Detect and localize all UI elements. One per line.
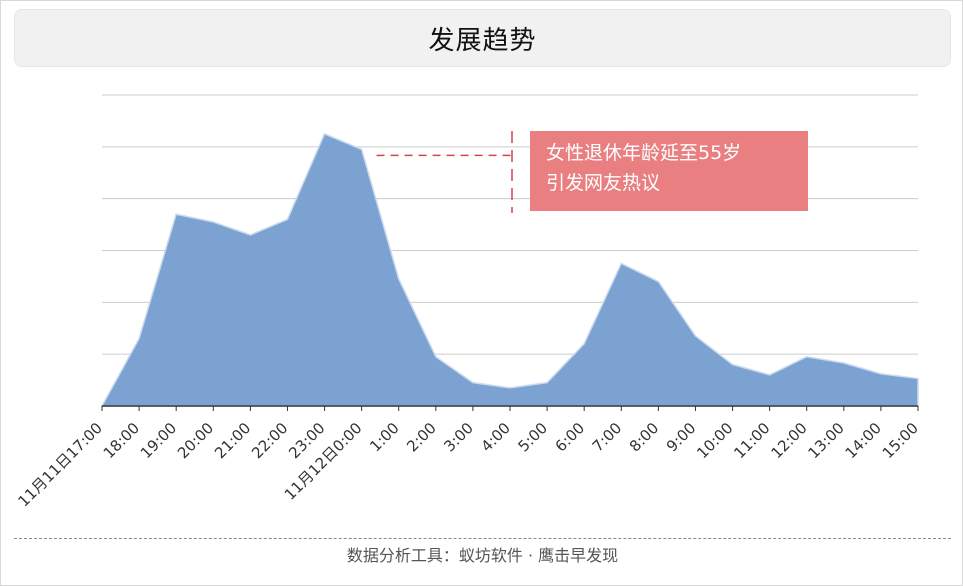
data-point [137,337,141,341]
x-axis: 11月11日17:0018:0019:0020:0021:0022:0023:0… [14,405,922,511]
x-tick-label: 12:00 [767,419,810,462]
x-tick-label: 18:00 [100,419,143,462]
data-point [656,280,660,284]
data-point [693,334,697,338]
annotation-line-1: 女性退休年龄延至55岁 [546,142,742,164]
data-point [323,132,327,136]
x-tick-label: 11:00 [730,419,773,462]
data-point [805,355,809,359]
data-point [545,381,549,385]
data-point [174,212,178,216]
annotation-connector [376,131,513,213]
title-bar: 发展趋势 [14,9,951,67]
trend-chart: 11月11日17:0018:0019:0020:0021:0022:0023:0… [14,94,922,511]
data-point [842,361,846,365]
data-point [360,147,364,151]
x-tick-label: 10:00 [693,419,736,462]
data-point [397,277,401,281]
x-tick-label: 19:00 [137,419,180,462]
x-tick-label: 13:00 [805,419,848,462]
x-tick-label: 8:00 [626,419,663,456]
x-tick-label: 21:00 [211,419,254,462]
x-tick-label: 20:00 [174,419,217,462]
data-point [619,261,623,265]
x-tick-label: 2:00 [403,419,440,456]
data-point [211,220,215,224]
data-point [434,355,438,359]
x-tick-label: 22:00 [248,419,291,462]
x-tick-label: 3:00 [440,419,477,456]
data-point [285,217,289,221]
footer-credit: 数据分析工具：蚁坊软件 · 鹰击早发现 [346,546,619,565]
x-tick-label: 4:00 [477,419,514,456]
x-tick-label: 6:00 [552,419,589,456]
data-point [879,372,883,376]
trend-area [100,132,919,407]
x-tick-label: 7:00 [589,419,626,456]
data-point [508,386,512,390]
data-point [582,342,586,346]
x-tick-label: 15:00 [879,419,922,462]
data-point [471,381,475,385]
data-point [248,233,252,237]
x-tick-label: 14:00 [842,419,885,462]
event-annotation: 女性退休年龄延至55岁 引发网友热议 [530,131,808,211]
data-point [731,363,735,367]
annotation-line-2: 引发网友热议 [546,172,661,194]
footer-divider [14,538,951,539]
data-point [916,377,920,381]
x-tick-label: 11月11日17:00 [14,419,106,511]
x-tick-label: 5:00 [515,419,552,456]
data-point [768,373,772,377]
x-tick-label: 1:00 [366,419,403,456]
chart-title: 发展趋势 [428,25,537,56]
